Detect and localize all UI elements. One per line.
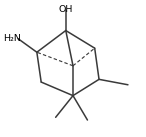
Text: H₂N: H₂N <box>4 34 21 43</box>
Text: OH: OH <box>59 5 73 14</box>
